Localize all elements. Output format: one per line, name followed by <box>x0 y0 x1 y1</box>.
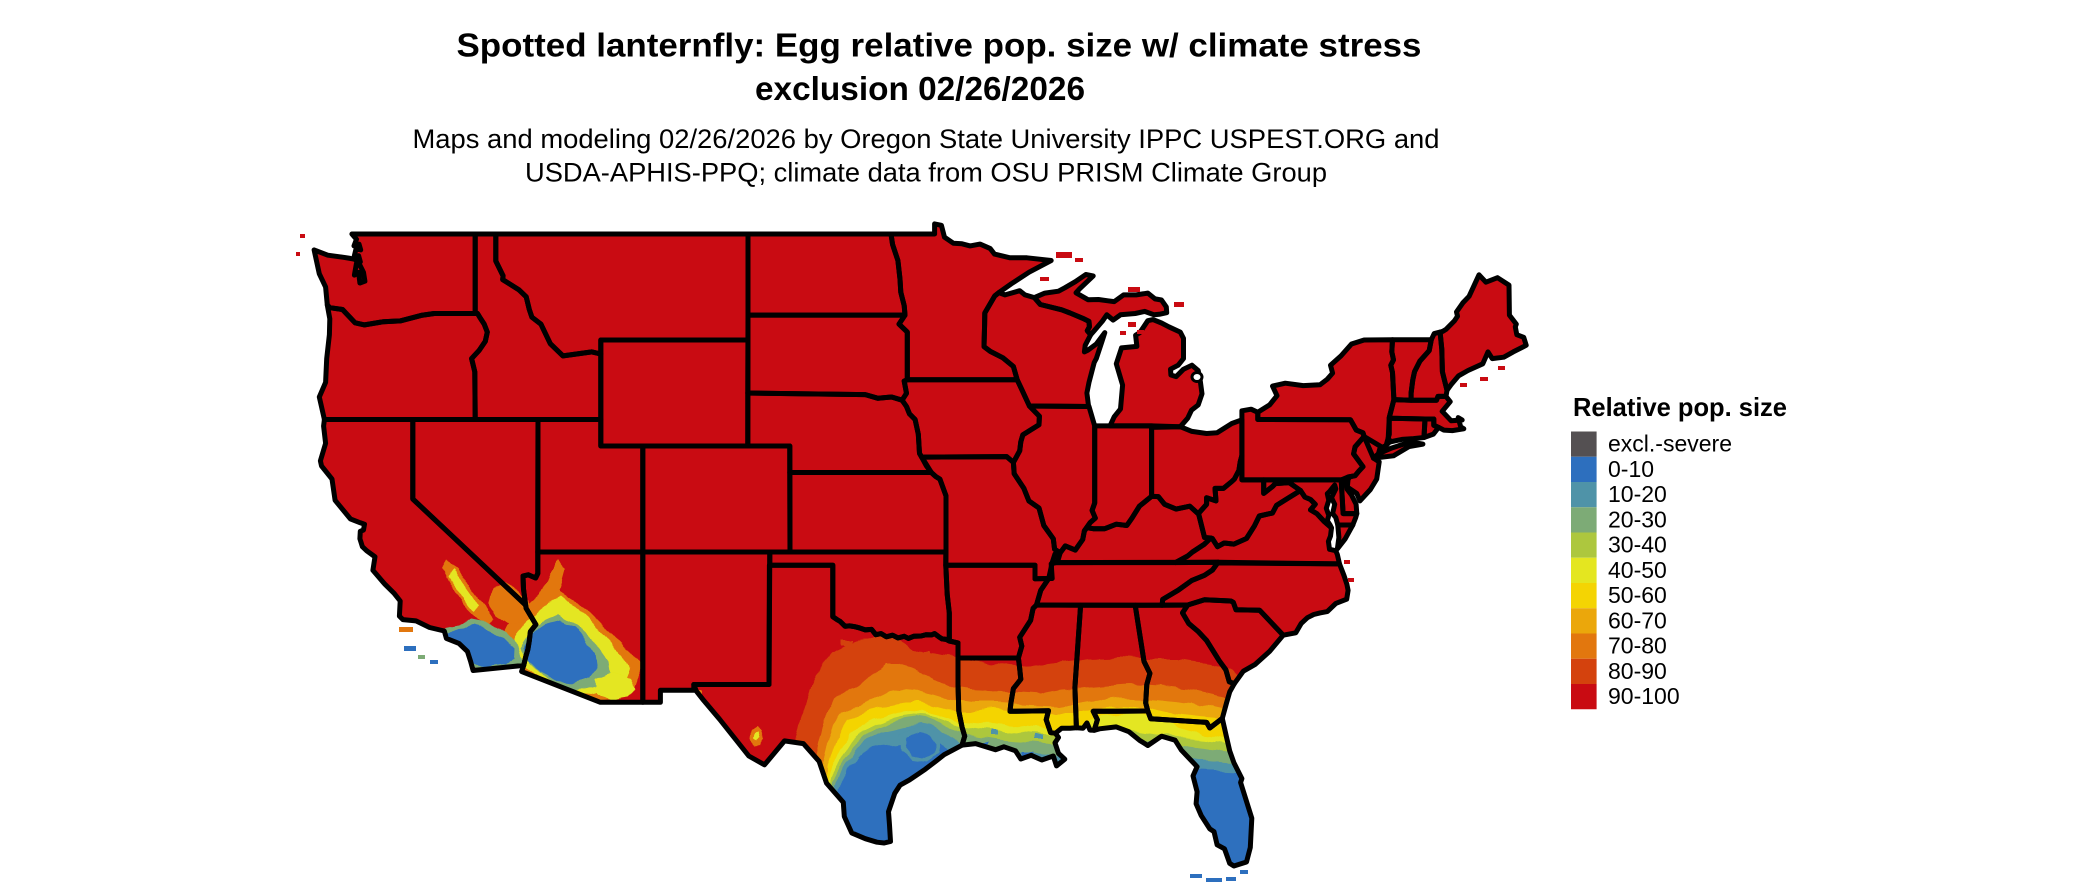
svg-text:30-40: 30-40 <box>1608 532 1667 558</box>
svg-text:Spotted lanternfly: Egg relati: Spotted lanternfly: Egg relative pop. si… <box>457 27 1422 64</box>
svg-text:excl.-severe: excl.-severe <box>1608 431 1732 457</box>
svg-text:USDA-APHIS-PPQ; climate data f: USDA-APHIS-PPQ; climate data from OSU PR… <box>525 158 1327 188</box>
svg-text:40-50: 40-50 <box>1608 557 1667 583</box>
svg-text:exclusion 02/26/2026: exclusion 02/26/2026 <box>755 70 1085 107</box>
svg-text:20-30: 20-30 <box>1608 506 1667 532</box>
svg-text:Relative pop. size: Relative pop. size <box>1573 392 1787 422</box>
svg-text:60-70: 60-70 <box>1608 607 1667 633</box>
svg-text:0-10: 0-10 <box>1608 456 1654 482</box>
svg-text:10-20: 10-20 <box>1608 481 1667 507</box>
svg-text:70-80: 70-80 <box>1608 633 1667 659</box>
svg-text:80-90: 80-90 <box>1608 658 1667 684</box>
svg-text:Maps and modeling 02/26/2026 b: Maps and modeling 02/26/2026 by Oregon S… <box>413 124 1440 154</box>
svg-text:50-60: 50-60 <box>1608 582 1667 608</box>
svg-text:90-100: 90-100 <box>1608 683 1680 709</box>
